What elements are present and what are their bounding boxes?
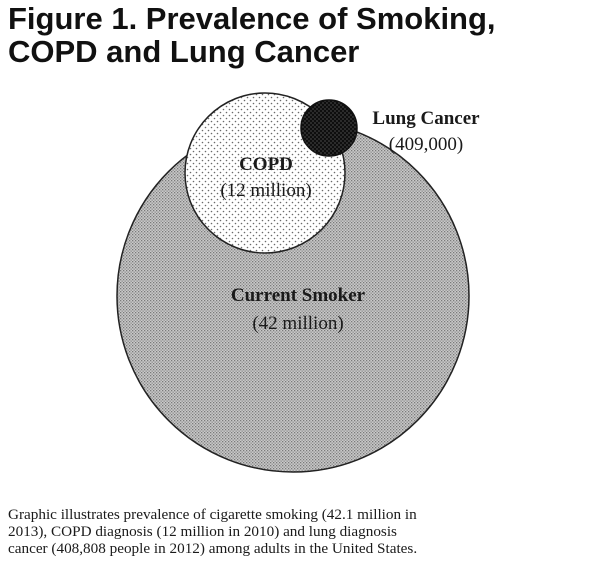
caption-line-2: 2013), COPD diagnosis (12 million in 201… [8,523,397,540]
caption-line-3: cancer (408,808 people in 2012) among ad… [8,540,418,557]
lung-cancer-label: Lung Cancer [372,108,480,129]
figure-title-line-2: COPD and Lung Cancer [8,34,360,69]
copd-value: (12 million) [220,180,311,201]
figure-caption: Graphic illustrates prevalence of cigare… [8,506,593,557]
caption-line-1: Graphic illustrates prevalence of cigare… [8,506,417,523]
figure-title-line-1: Figure 1. Prevalence of Smoking, [8,1,496,36]
copd-label: COPD [239,154,293,175]
lung-cancer-circle [300,99,358,157]
lung-cancer-value: (409,000) [389,134,463,155]
figure-title: Figure 1. Prevalence of Smoking, COPD an… [8,2,588,68]
current-smoker-value: (42 million) [252,313,343,334]
current-smoker-label: Current Smoker [231,285,366,306]
